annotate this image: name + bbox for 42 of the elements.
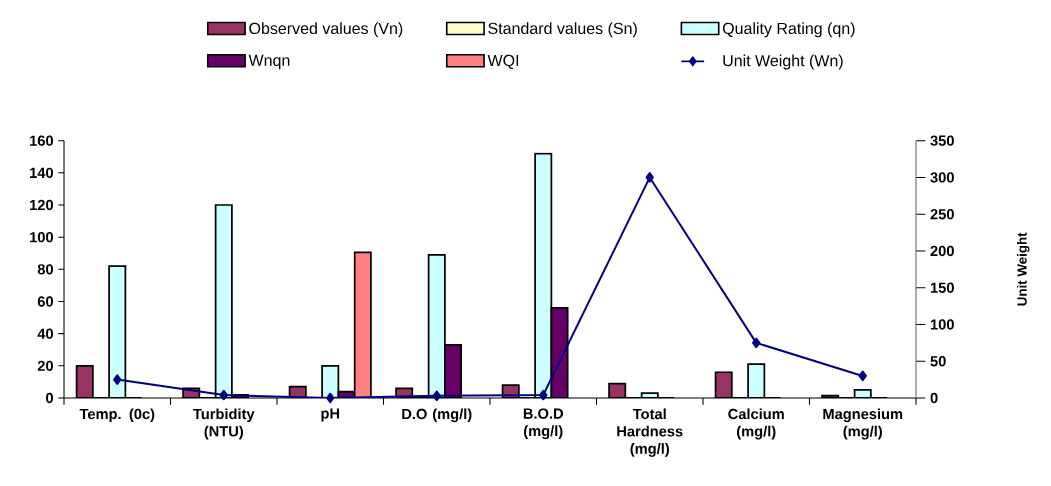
x-tick-label: B.O.D (mg/l) — [523, 408, 563, 440]
point — [113, 374, 122, 385]
y2-axis-title: Unit Weight — [1016, 232, 1030, 306]
y2-tick-label: 300 — [930, 172, 954, 183]
y2-tick-label: 350 — [930, 135, 954, 146]
x-tick-label: Magnesium (mg/l) — [823, 408, 903, 440]
x-tick-label: Turbidity (NTU) — [193, 408, 255, 440]
y-tick-label: 0 — [46, 392, 54, 404]
y-tick-label: 40 — [37, 328, 53, 339]
y2-tick-label: 250 — [930, 209, 954, 220]
bar — [108, 265, 127, 398]
legend-label: Quality Rating (qn) — [722, 22, 855, 38]
x-tick-label: Total Hardness (mg/l) — [617, 408, 683, 457]
legend-label: WQI — [487, 54, 519, 69]
y2-tick-label: 50 — [930, 356, 946, 367]
y-tick-label: 60 — [37, 296, 53, 307]
point — [858, 370, 867, 382]
y-tick-label: 120 — [30, 199, 53, 211]
y-tick-label: 160 — [30, 135, 53, 146]
legend-label: Observed values (Vn) — [249, 22, 403, 38]
y2-tick-label: 200 — [930, 245, 954, 257]
legend-label: Wnqn — [248, 54, 290, 70]
x-tick-label: Temp. (0c) — [79, 408, 155, 423]
x-tick-label: D.O (mg/l) — [402, 408, 472, 423]
y-tick-label: 20 — [37, 360, 53, 372]
legend-label: Unit Weight (Wn) — [723, 54, 843, 70]
y-tick-label: 80 — [37, 264, 53, 275]
y2-tick-label: 0 — [930, 392, 938, 404]
y-tick-label: 140 — [30, 167, 53, 179]
x-tick-label: pH — [321, 408, 340, 422]
point — [219, 389, 228, 401]
y-tick-label: 100 — [30, 231, 53, 243]
point — [645, 172, 654, 183]
y2-tick-label: 150 — [930, 282, 954, 293]
point — [326, 392, 335, 404]
bar — [534, 152, 553, 398]
x-tick-label: Calcium (mg/l) — [728, 408, 784, 440]
point — [752, 337, 761, 349]
point — [432, 390, 441, 402]
legend-label: Standard values (Sn) — [488, 22, 637, 38]
point — [539, 389, 548, 401]
y2-tick-label: 100 — [930, 319, 954, 330]
